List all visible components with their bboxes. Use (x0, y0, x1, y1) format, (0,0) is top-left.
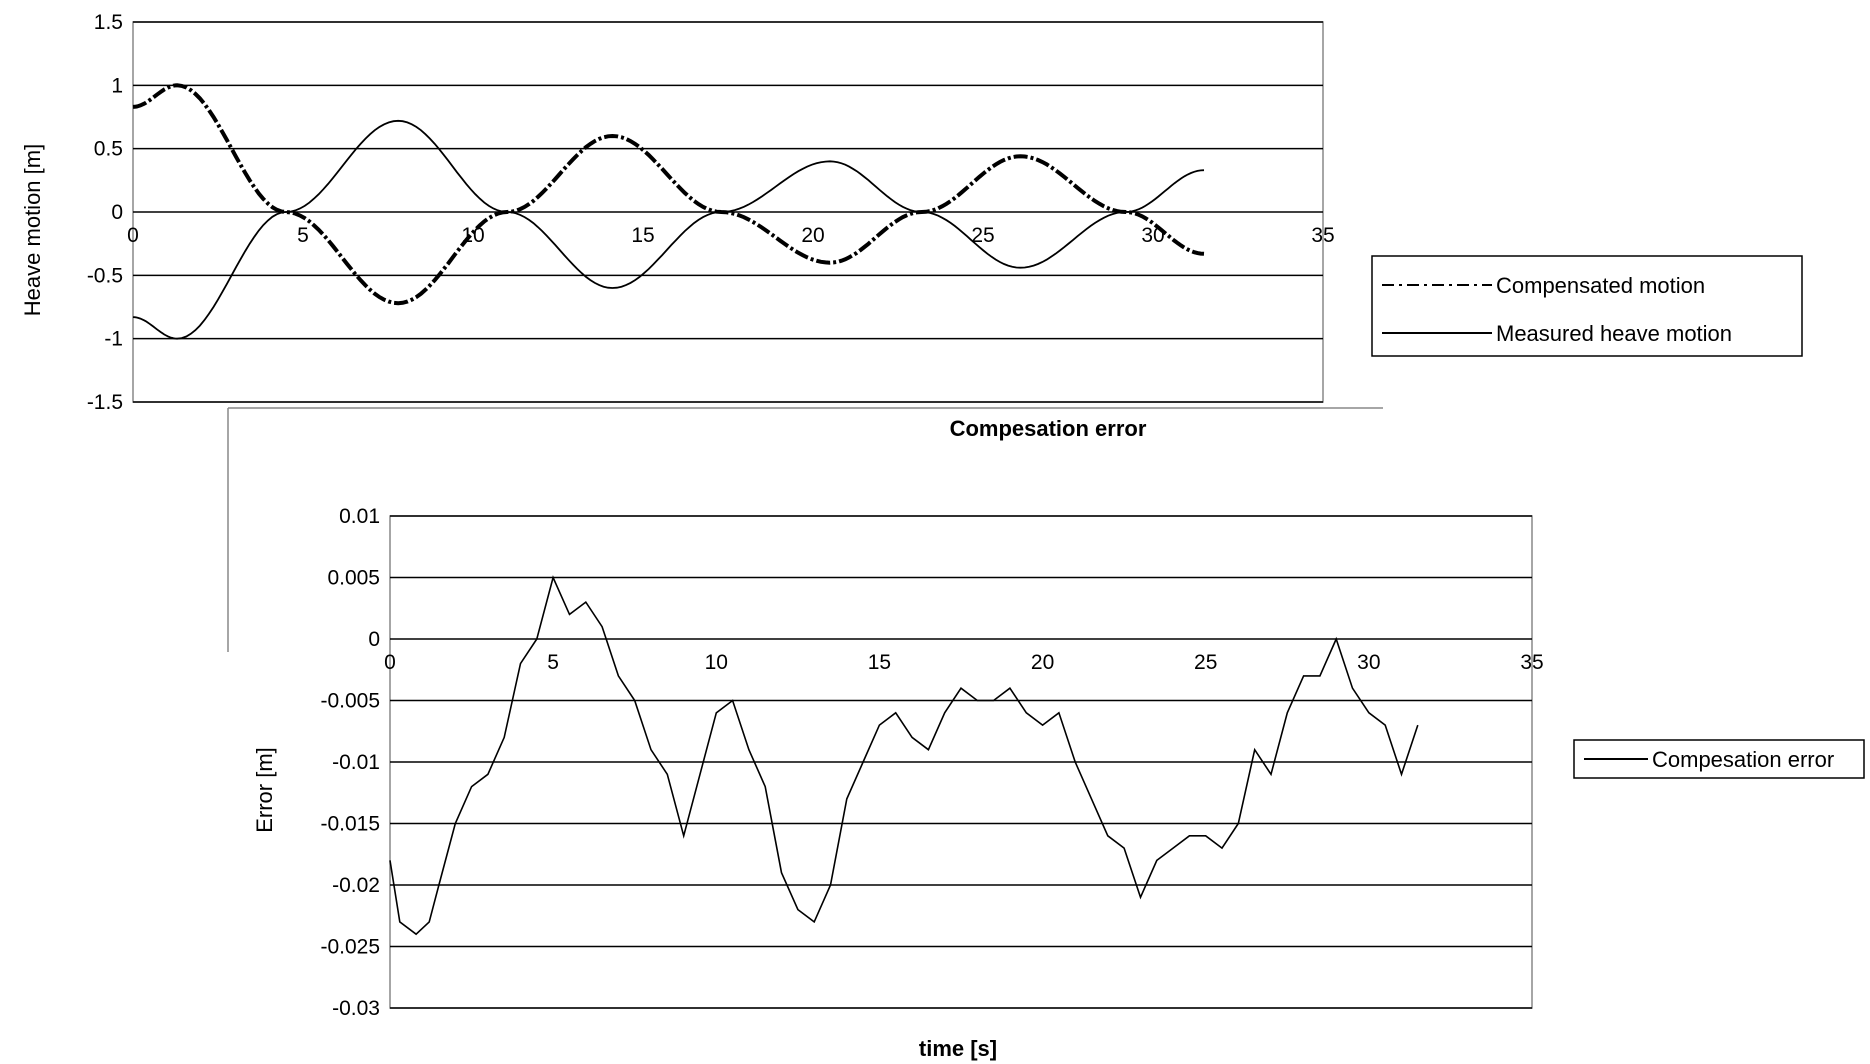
y-tick-label-1: 0 (111, 201, 123, 224)
legend-label-error: Compesation error (1652, 747, 1834, 772)
y-tick-label-1: -1 (104, 328, 123, 351)
y-tick-label-2: 0 (368, 628, 380, 651)
heave-motion-chart: 1.510.50-0.5-1-1.5 0 5 10 15 20 25 30 35 Heave … (20, 11, 1803, 414)
x-tick-label-2: 10 (705, 651, 728, 674)
grid-lines-1 (133, 21, 1323, 403)
y-tick-label-2: -0.015 (320, 813, 380, 836)
x-tick-label-2: 30 (1357, 651, 1380, 674)
x-tick-label-2: 20 (1031, 651, 1054, 674)
y-tick-label-2: -0.025 (320, 936, 380, 959)
x-tick-label-1: 35 (1311, 224, 1334, 247)
x-tick-label-1: 15 (631, 224, 654, 247)
legend-box-1 (1371, 255, 1803, 357)
series-group-1 (132, 83, 1205, 340)
y-tick-label-1: 1.5 (94, 11, 123, 34)
y-tick-label-2: 0.01 (339, 505, 380, 528)
x-axis-label-2: time [s] (919, 1036, 997, 1061)
x-tick-labels-1: 0 5 10 15 20 25 30 35 (127, 224, 1335, 247)
x-tick-label-2: 0 (384, 651, 396, 674)
legend-2: Compesation error (1573, 739, 1865, 779)
x-tick-label-1: 25 (971, 224, 994, 247)
y-tick-label-1: 0.5 (94, 138, 123, 161)
y-axis-label-1: Heave motion [m] (20, 144, 45, 316)
x-tick-labels-2: 0 5 10 15 20 25 30 35 (384, 651, 1544, 674)
x-tick-label-1: 5 (297, 224, 309, 247)
x-tick-label-2: 25 (1194, 651, 1217, 674)
legend-label-measured: Measured heave motion (1496, 321, 1732, 346)
y-tick-label-2: -0.005 (320, 690, 380, 713)
y-tick-label-2: -0.02 (332, 874, 380, 897)
y-tick-labels-1: 1.5 1 0.5 0 -0.5 -1 -1.5 (87, 11, 123, 414)
x-tick-label-2: 5 (547, 651, 559, 674)
y-tick-label-1: -0.5 (87, 264, 123, 287)
y-tick-label-1: -1.5 (87, 391, 123, 414)
compensation-error-chart: Compesation error 0.010.0050-0.005-0.01-… (227, 407, 1865, 1062)
x-tick-label-2: 15 (868, 651, 891, 674)
y-tick-labels-2: 0.01 0.005 0 -0.005 -0.01 -0.015 -0.02 -0.025 -0… (320, 505, 380, 1020)
series-line-compensation-error (389, 575, 1419, 936)
series-group-2 (389, 575, 1419, 936)
x-tick-label-1: 20 (801, 224, 824, 247)
series-line-compensated-motion (132, 83, 1205, 306)
x-tick-label-2: 35 (1520, 651, 1543, 674)
legend-1: Compensated motion Measured heave motion (1371, 255, 1803, 357)
legend-label-compensated: Compensated motion (1496, 273, 1705, 298)
y-axis-label-2: Error [m] (252, 747, 277, 833)
y-tick-label-1: 1 (111, 74, 123, 97)
series-line-measured-heave-motion (132, 119, 1205, 340)
y-tick-label-2: 0.005 (327, 567, 380, 590)
y-tick-label-2: -0.03 (332, 997, 380, 1020)
chart-title-2: Compesation error (950, 416, 1147, 441)
grid-lines-2 (390, 515, 1532, 1009)
y-tick-label-2: -0.01 (332, 751, 380, 774)
x-tick-label-1: 0 (127, 224, 139, 247)
